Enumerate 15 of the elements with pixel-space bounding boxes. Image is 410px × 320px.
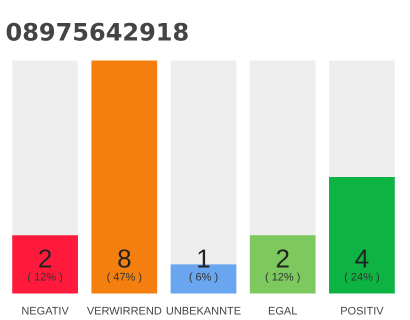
data-label: 8: [117, 244, 132, 274]
annotation: ( 6% ): [188, 272, 218, 284]
data-label: 4: [354, 244, 370, 274]
x-tick-label: EGAL: [268, 306, 298, 318]
x-tick-label: VERWIRREND: [86, 306, 162, 318]
annotation: ( 47% ): [106, 272, 142, 284]
chart-title: 08975642918: [6, 18, 190, 46]
data-label: 2: [38, 244, 52, 274]
annotation: ( 24% ): [344, 272, 380, 284]
x-tick-label: UNBEKANNTE: [166, 306, 242, 318]
annotation: ( 12% ): [264, 272, 300, 284]
x-tick-label: POSITIV: [340, 306, 384, 318]
x-tick-label: NEGATIV: [21, 306, 70, 318]
annotation: ( 12% ): [27, 272, 63, 284]
data-label: 2: [275, 244, 290, 274]
